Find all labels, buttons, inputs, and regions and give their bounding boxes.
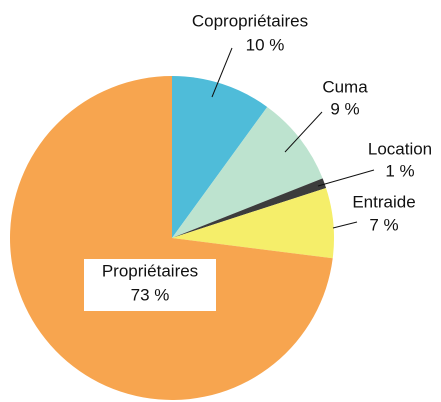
value-label: 1 % (385, 161, 414, 180)
pie-slice (9, 76, 333, 400)
slice-label: Propriétaires (102, 261, 198, 280)
value-label: 73 % (131, 285, 170, 304)
leader-line (284, 111, 323, 153)
slice-label: Copropriétaires (192, 11, 308, 30)
pie (9, 76, 335, 400)
slice-label: Cuma (322, 77, 368, 96)
pie-slice (172, 187, 335, 259)
labels: Copropriétaires 10 % Cuma 9 % Location 1 % Ent… (102, 11, 432, 304)
pie-slice (172, 76, 268, 238)
leader-line (317, 169, 375, 187)
value-label: 10 % (246, 35, 285, 54)
value-label: 7 % (369, 215, 398, 234)
slice-label: Location (368, 139, 432, 158)
slice-label: Entraide (352, 192, 415, 211)
leader-line (211, 47, 233, 98)
label-box (84, 259, 216, 311)
pie-slice (172, 106, 323, 239)
value-label: 9 % (330, 99, 359, 118)
pie-slice (172, 178, 327, 238)
leader-line (332, 221, 358, 229)
